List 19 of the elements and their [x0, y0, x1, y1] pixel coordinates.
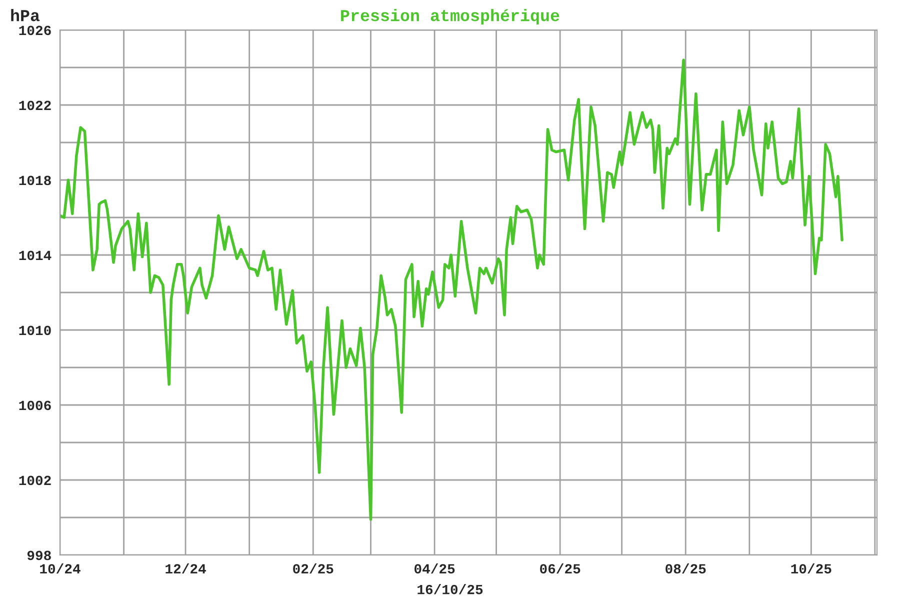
x-tick-label: 06/25	[540, 563, 580, 574]
x-tick-label: 10/24	[40, 563, 80, 574]
y-tick-label: 998	[27, 550, 51, 560]
line-series	[60, 58, 844, 521]
chart-title: Pression atmosphérique	[341, 9, 560, 25]
y-axis-title: hPa	[11, 9, 40, 22]
x-tick-label: 10/25	[791, 563, 832, 574]
x-tick-label: 08/25	[666, 563, 706, 574]
text: 16/10/25	[418, 584, 483, 594]
y-tick-label: 1002	[19, 476, 51, 486]
y-tick-label: 1010	[19, 326, 51, 336]
x-tick-label: 12/24	[166, 563, 206, 574]
y-tick-label: 1026	[19, 26, 51, 36]
y-tick-label: 1018	[19, 176, 51, 186]
x-tick-label: 04/25	[414, 563, 455, 574]
y-tick-label: 1022	[19, 100, 51, 110]
y-tick-label: 1014	[19, 250, 52, 260]
y-tick-label: 1006	[19, 400, 51, 410]
x-tick-label: 02/25	[293, 563, 334, 574]
